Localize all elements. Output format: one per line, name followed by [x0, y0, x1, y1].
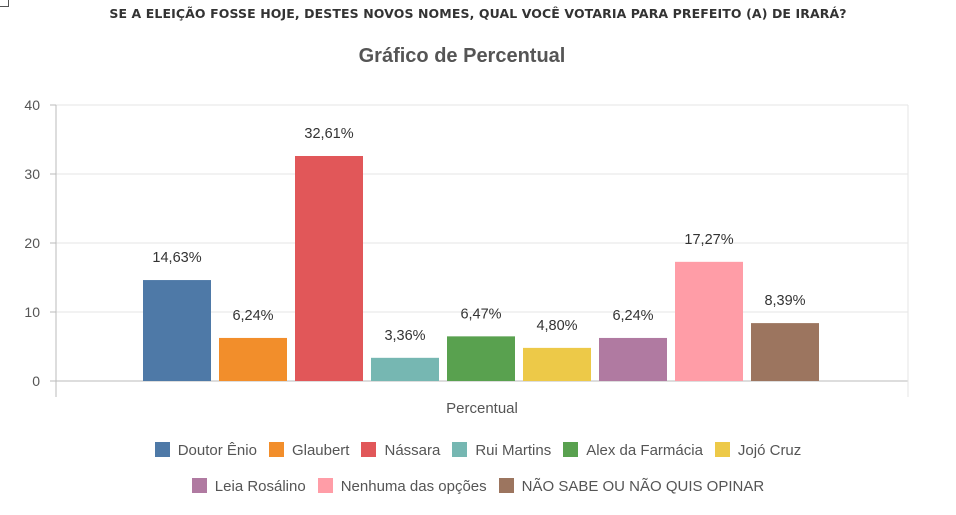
- y-tick-label: 30: [24, 166, 40, 182]
- y-tick-label: 0: [32, 373, 40, 389]
- legend-item[interactable]: Alex da Farmácia: [563, 441, 703, 459]
- legend-item[interactable]: Leia Rosálino: [191, 477, 306, 495]
- survey-question-headline: SE A ELEIÇÃO FOSSE HOJE, DESTES NOVOS NO…: [109, 6, 847, 21]
- data-label: 14,63%: [152, 250, 201, 266]
- bar-0: [143, 280, 211, 381]
- legend-item[interactable]: Nenhuma das opções: [317, 477, 487, 495]
- legend-label: Leia Rosálino: [214, 477, 306, 495]
- y-tick-label: 40: [24, 97, 40, 113]
- bar-8: [751, 323, 819, 381]
- bar-7: [675, 261, 743, 381]
- data-label: 8,39%: [764, 293, 805, 309]
- legend-swatch: [191, 477, 207, 493]
- legend-swatch: [361, 441, 377, 457]
- legend-label: NÃO SABE OU NÃO QUIS OPINAR: [521, 477, 765, 495]
- legend-label: Jojó Cruz: [737, 441, 802, 459]
- legend-label: Alex da Farmácia: [586, 441, 703, 459]
- data-label: 4,80%: [536, 318, 577, 334]
- legend-row-1: Doutor Ênio Glaubert Nássara Rui Martins Ale…: [0, 441, 956, 459]
- legend-swatch: [154, 441, 170, 457]
- y-tick-label: 10: [24, 304, 40, 320]
- data-label: 6,24%: [612, 308, 653, 324]
- bars: [143, 155, 819, 381]
- legend-item[interactable]: Rui Martins: [452, 441, 552, 459]
- legend-label: Doutor Ênio: [177, 441, 257, 459]
- bar-6: [599, 337, 667, 381]
- legend-row-2: Leia Rosálino Nenhuma das opções NÃO SABE …: [0, 477, 956, 495]
- bar-1: [219, 337, 287, 381]
- data-label: 3,36%: [384, 328, 425, 344]
- legend-item[interactable]: NÃO SABE OU NÃO QUIS OPINAR: [498, 477, 765, 495]
- legend-item[interactable]: Doutor Ênio: [154, 441, 257, 459]
- legend-swatch: [452, 441, 468, 457]
- legend-item[interactable]: Glaubert: [268, 441, 350, 459]
- bar-5: [523, 347, 591, 381]
- data-label: 6,47%: [460, 306, 501, 322]
- legend-label: Glaubert: [291, 441, 350, 459]
- corner-mark: [0, 0, 9, 7]
- data-label: 6,24%: [232, 308, 273, 324]
- legend-item[interactable]: Nássara: [361, 441, 441, 459]
- legend-swatch: [317, 477, 333, 493]
- chart-title: Gráfico de Percentual: [359, 45, 566, 67]
- legend-item[interactable]: Jojó Cruz: [714, 441, 802, 459]
- bar-2: [295, 155, 363, 381]
- data-labels: 14,63% 6,24% 32,61% 3,36% 6,47% 4,80% 6,24% 17,…: [152, 126, 805, 344]
- y-tick-label: 20: [24, 235, 40, 251]
- bar-3: [371, 357, 439, 381]
- legend-swatch: [714, 441, 730, 457]
- legend-swatch: [498, 477, 514, 493]
- data-label: 17,27%: [684, 232, 733, 248]
- legend-label: Nenhuma das opções: [340, 477, 487, 495]
- legend-swatch: [563, 441, 579, 457]
- data-label: 32,61%: [304, 126, 353, 142]
- bar-4: [447, 336, 515, 381]
- legend-label: Nássara: [384, 441, 441, 459]
- legend-swatch: [268, 441, 284, 457]
- legend-label: Rui Martins: [475, 441, 552, 459]
- x-axis-label: Percentual: [446, 400, 518, 417]
- y-axis: 0 10 20 30 40: [24, 97, 909, 397]
